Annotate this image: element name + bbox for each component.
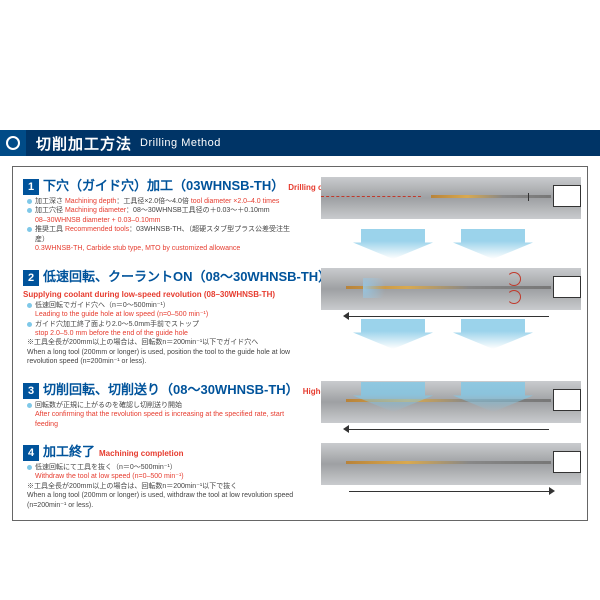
b2: ：工具径×2.0倍～4.0倍 [116, 198, 189, 205]
header-title-en: Drilling Method [132, 137, 221, 149]
drill-bit-icon [346, 461, 551, 464]
b: 低速回転にて工具を抜く（n＝0～500min⁻¹） [35, 464, 177, 471]
tool-holder-icon [553, 451, 581, 473]
b: 加工穴径 [35, 207, 63, 214]
step-2: 2 低速回転、クーラントON（08～30WHNSB-TH） Supplying … [23, 266, 577, 367]
arrow-head-icon [343, 312, 349, 320]
header-title-jp: 切削加工方法 [26, 133, 132, 154]
step-title-jp: 下穴（ガイド穴）加工（03WHNSB-TH） [43, 175, 284, 194]
motion-arrow [349, 316, 549, 317]
depth-marker [528, 193, 529, 201]
arrow-head-icon [343, 425, 349, 433]
step-title-jp: 切削回転、切削送り（08～30WHNSB-TH） [43, 379, 299, 398]
tool-holder-icon [553, 185, 581, 207]
motion-arrow [349, 491, 549, 492]
note: ※工具全長が200mm以上の場合は、回転数n＝200min⁻¹以下で抜く [27, 482, 237, 491]
gear-icon [0, 130, 26, 156]
b: 加工深さ [35, 198, 63, 205]
b: 推奨工具 [35, 226, 63, 233]
section-header: 切削加工方法 Drilling Method [0, 130, 600, 156]
b: 低速回転でガイド穴へ（n＝0～500min⁻¹） [35, 302, 170, 309]
b: ガイド穴加工終了面より2.0～5.0mm手前でストップ [35, 321, 199, 328]
tool-holder-icon [553, 276, 581, 298]
step2-illustration [321, 266, 581, 326]
note-en: When a long tool (200mm or longer) is us… [27, 348, 303, 367]
rotation-icon [507, 272, 521, 286]
b2e: tool diameter ×2.0–4.0 times [191, 198, 280, 205]
coolant-spray-icon [363, 278, 393, 298]
step-bullets: 回転数が正規に上がるのを確認し切削送り開始 After confirming th… [23, 401, 303, 429]
step3-illustration [321, 379, 581, 439]
b-en: Machining depth [65, 198, 116, 205]
step-bullets: 低速回転にて工具を抜く（n＝0～500min⁻¹） Withdraw the to… [23, 463, 303, 510]
b-en: stop 2.0–5.0 mm before the end of the gu… [35, 330, 188, 337]
tool-holder-icon [553, 389, 581, 411]
drill-bit-icon [431, 195, 551, 198]
b-en: Machining diameter [65, 207, 126, 214]
b2e: 0.3WHNSB-TH, Carbide stub type, MTO by c… [35, 245, 240, 252]
steps-container: 1 下穴（ガイド穴）加工（03WHNSB-TH） Drilling of pil… [12, 166, 588, 521]
step4-illustration [321, 441, 581, 501]
note: ※工具全長が200mm以上の場合は、回転数n＝200min⁻¹以下でガイド穴へ [27, 338, 258, 347]
b2: ：08～30WHNSB工具径の＋0.03～＋0.10mm [126, 207, 270, 214]
step-title-en: Machining completion [99, 449, 183, 458]
step1-illustration [321, 175, 581, 235]
b-en: Withdraw the tool at low speed (n=0–500 … [35, 473, 184, 480]
rotation-icon [507, 290, 521, 304]
step-number: 1 [23, 179, 39, 195]
centerline [321, 196, 421, 199]
step-number: 2 [23, 270, 39, 286]
b: 回転数が正規に上がるのを確認し切削送り開始 [35, 402, 182, 409]
step-bullets: 加工深さ Machining depth：工具径×2.0倍～4.0倍 tool … [23, 197, 303, 254]
step-title-jp: 加工終了 [43, 441, 95, 460]
step-number: 3 [23, 383, 39, 399]
step-4: 4 加工終了 Machining completion 低速回転にて工具を抜く（… [23, 441, 577, 510]
page: 切削加工方法 Drilling Method 1 下穴（ガイド穴）加工（03WH… [0, 0, 600, 521]
step-title-jp: 低速回転、クーラントON（08～30WHNSB-TH） [43, 266, 331, 285]
step-bullets: 低速回転でガイド穴へ（n＝0～500min⁻¹） Leading to the g… [23, 301, 303, 367]
b-en: After confirming that the revolution spe… [35, 411, 284, 427]
b-en: Leading to the guide hole at low speed (… [35, 311, 208, 318]
note-en: When a long tool (200mm or longer) is us… [27, 491, 303, 510]
step-number: 4 [23, 445, 39, 461]
b2e: 08–30WHNSB diameter + 0.03–0.10mm [35, 217, 160, 224]
motion-arrow [349, 429, 549, 430]
flow-arrow-icon [453, 229, 533, 259]
arrow-head-icon [549, 487, 555, 495]
b-en: Recommended tools [65, 226, 129, 233]
step-title-en: Supplying coolant during low-speed revol… [23, 290, 275, 299]
flow-arrow-icon [353, 229, 433, 259]
